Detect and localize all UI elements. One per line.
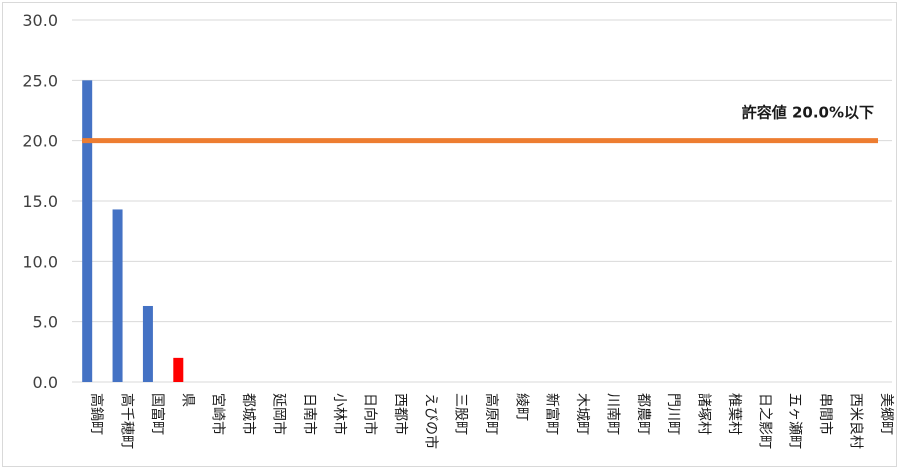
y-tick-label: 15.0 xyxy=(22,192,58,211)
y-tick-label: 20.0 xyxy=(22,132,58,151)
x-tick-label: 西都市 xyxy=(392,393,409,435)
x-tick-label: 西米良村 xyxy=(847,393,863,449)
x-tick-label: 日之影町 xyxy=(756,393,772,449)
x-axis: 高鍋町 高千穂町 国富町県 宮崎市 都城市 延岡市 日南市 小林市 日向市 西都市 えびの市 三股町高… xyxy=(88,393,894,449)
reference-line-group: 許容値 20.0%以下 xyxy=(82,104,878,144)
x-tick-label: 諸塚村 xyxy=(696,393,712,435)
bar xyxy=(142,305,153,382)
x-tick-label: 三股町 xyxy=(453,393,469,435)
bar xyxy=(112,209,123,382)
x-tick-label: えびの市 xyxy=(422,393,439,449)
x-tick-label: 日向市 xyxy=(362,393,379,435)
reference-line-label: 許容値 20.0%以下 xyxy=(742,104,874,122)
x-tick-label: 都城市 xyxy=(240,393,257,435)
y-axis: 0.0 5.0 10.0 15.0 20.0 25.0 30.0 xyxy=(22,11,58,392)
gridlines xyxy=(72,19,892,383)
y-tick-label: 5.0 xyxy=(33,313,58,332)
x-tick-label: 高千穂町 xyxy=(119,393,136,449)
x-tick-label: 高鍋町 xyxy=(88,393,105,435)
y-tick-label: 25.0 xyxy=(22,71,58,90)
x-tick-label: 国富町 xyxy=(149,393,166,435)
x-tick-label: 新富町 xyxy=(544,393,561,435)
y-tick-label: 10.0 xyxy=(22,252,58,271)
x-tick-label: 小林市 xyxy=(331,393,348,435)
x-tick-label: 都農町 xyxy=(635,393,651,435)
x-tick-label: 県 xyxy=(179,393,195,407)
bars xyxy=(82,80,184,382)
x-tick-label: 串間市 xyxy=(817,393,834,435)
bar xyxy=(173,357,184,382)
x-tick-label: 高原町 xyxy=(483,393,500,435)
y-tick-label: 0.0 xyxy=(33,373,58,392)
x-tick-label: 五ヶ瀬町 xyxy=(787,393,803,449)
bar xyxy=(82,80,93,382)
x-tick-label: 宮崎市 xyxy=(210,393,227,435)
x-tick-label: 日南市 xyxy=(301,393,318,435)
y-tick-label: 30.0 xyxy=(22,11,58,30)
x-tick-label: 木城町 xyxy=(574,393,590,435)
x-tick-label: 綾町 xyxy=(513,393,529,421)
x-tick-label: 延岡市 xyxy=(270,393,287,435)
x-tick-label: 美郷町 xyxy=(878,393,894,435)
x-tick-label: 門川町 xyxy=(665,393,681,435)
x-tick-label: 椎葉村 xyxy=(726,393,742,435)
x-tick-label: 川南町 xyxy=(604,393,620,435)
